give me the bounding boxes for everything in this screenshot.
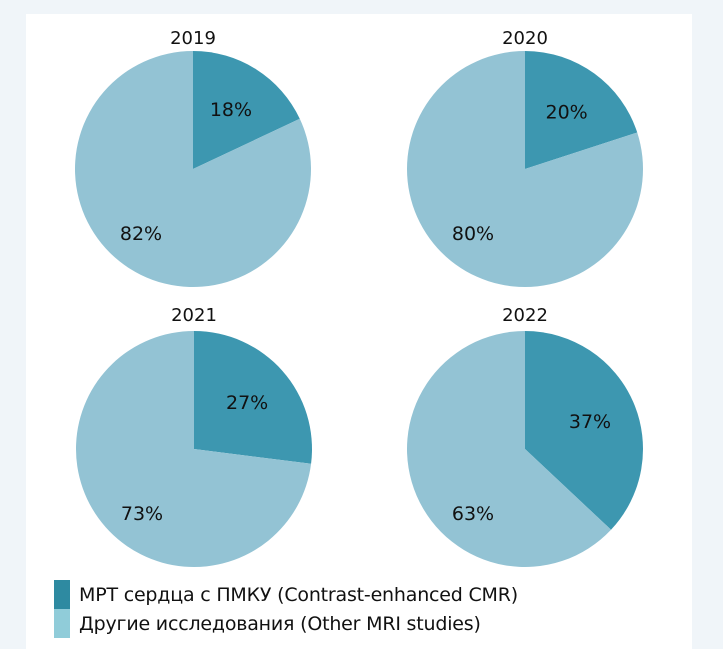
pie-label-other-2019: 82%	[120, 223, 162, 245]
pie-chart-2019: 18% 82% 2019	[75, 28, 312, 288]
pie-title-2021: 2021	[171, 305, 217, 326]
legend-item-cmr: МРТ сердца с ПМКУ (Contrast-enhanced CMR…	[54, 580, 518, 609]
legend-item-other: Другие исследования (Other MRI studies)	[54, 609, 518, 638]
legend: МРТ сердца с ПМКУ (Contrast-enhanced CMR…	[54, 580, 518, 638]
pie-chart-2020: 20% 80% 2020	[407, 28, 643, 287]
pie-slice-cmr-2022	[525, 331, 643, 530]
pie-label-cmr-2022: 37%	[569, 411, 611, 433]
pie-label-other-2022: 63%	[452, 503, 494, 525]
pie-label-cmr-2021: 27%	[226, 392, 268, 414]
pie-label-cmr-2020: 20%	[545, 102, 587, 124]
pie-title-2022: 2022	[502, 305, 548, 326]
pie-slice-cmr-2019	[193, 51, 300, 169]
pie-slice-cmr-2021	[194, 331, 313, 464]
pie-slice-other-2020	[407, 51, 643, 287]
pie-slice-other-2021	[76, 331, 312, 567]
pie-slice-other-2022	[407, 331, 612, 567]
legend-swatch-other	[54, 609, 70, 638]
pie-chart-2021: 27% 73% 2021	[76, 305, 313, 567]
legend-label-other: Другие исследования (Other MRI studies)	[79, 612, 481, 635]
pie-slice-cmr-2020	[525, 51, 638, 169]
pie-title-2019: 2019	[170, 28, 216, 49]
pie-label-other-2021: 73%	[121, 503, 163, 525]
pie-title-2020: 2020	[502, 28, 548, 49]
legend-swatch-cmr	[54, 580, 70, 609]
pie-chart-2022: 37% 63% 2022	[407, 305, 643, 567]
pie-slice-other-2019	[75, 50, 312, 288]
pie-label-cmr-2019: 18%	[210, 99, 252, 121]
legend-label-cmr: МРТ сердца с ПМКУ (Contrast-enhanced CMR…	[79, 583, 518, 606]
pie-label-other-2020: 80%	[452, 223, 494, 245]
